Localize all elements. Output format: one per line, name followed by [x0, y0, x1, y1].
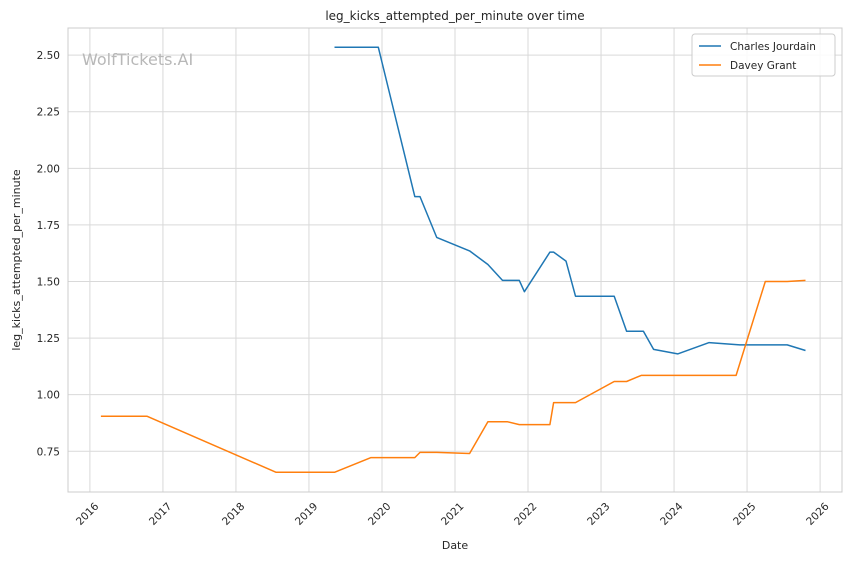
- chart-title: leg_kicks_attempted_per_minute over time: [325, 9, 584, 23]
- legend-label: Charles Jourdain: [730, 41, 816, 53]
- y-tick-labels: 0.75 1.00 1.25 1.50 1.75 2.00 2.25 2.50: [37, 50, 60, 458]
- y-tick-label: 1.00: [37, 390, 60, 402]
- x-tick-labels: 2016 2017 2018 2019 2020 2021 2022 2023 2024 2025…: [74, 500, 832, 528]
- series-line-davey-grant: [100, 279, 806, 474]
- legend: Charles Jourdain Davey Grant: [691, 33, 836, 77]
- y-tick-label: 1.75: [37, 220, 60, 232]
- legend-label: Davey Grant: [730, 60, 796, 72]
- y-tick-label: 1.50: [37, 277, 60, 289]
- y-axis-label: leg_kicks_attempted_per_minute: [10, 169, 23, 351]
- y-tick-label: 2.00: [37, 163, 60, 175]
- x-axis-label: Date: [442, 539, 469, 552]
- legend-box: [691, 33, 836, 77]
- y-tick-label: 1.25: [37, 333, 60, 345]
- grid-lines: [68, 28, 842, 492]
- plot-frame: [67, 27, 843, 493]
- series-line-charles-jourdain: [334, 46, 806, 355]
- y-tick-label: 2.25: [37, 107, 60, 119]
- watermark-text: WolfTickets.AI: [82, 50, 193, 69]
- y-tick-label: 2.50: [37, 50, 60, 62]
- y-tick-label: 0.75: [37, 446, 60, 458]
- series-lines: [100, 46, 806, 474]
- legend-items: Charles Jourdain Davey Grant: [699, 41, 816, 72]
